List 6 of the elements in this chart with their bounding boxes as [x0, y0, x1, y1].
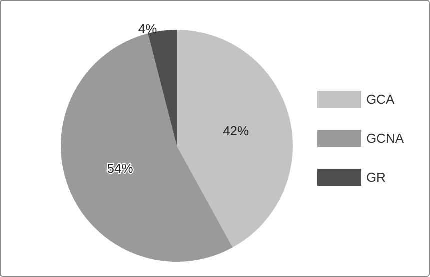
data-label: 42% — [223, 123, 250, 138]
legend-label: GCNA — [366, 131, 404, 146]
legend-label: GR — [366, 170, 386, 185]
data-label: 4% — [138, 21, 158, 36]
legend-label: GCA — [366, 92, 395, 107]
data-label: 54% — [107, 160, 134, 176]
